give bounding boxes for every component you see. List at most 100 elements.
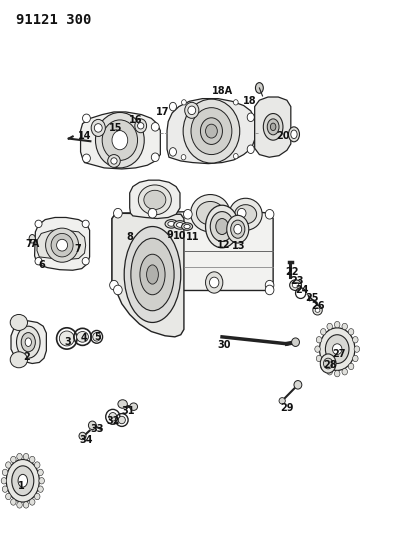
Text: 33: 33	[91, 424, 104, 434]
Text: 17: 17	[156, 107, 170, 117]
Ellipse shape	[144, 190, 166, 209]
Ellipse shape	[39, 478, 44, 484]
Ellipse shape	[265, 280, 274, 290]
Ellipse shape	[334, 321, 340, 328]
Ellipse shape	[95, 112, 144, 168]
Ellipse shape	[130, 403, 138, 410]
Ellipse shape	[321, 328, 326, 335]
Ellipse shape	[294, 381, 302, 389]
Ellipse shape	[327, 368, 332, 375]
Ellipse shape	[10, 314, 28, 330]
Ellipse shape	[348, 328, 354, 335]
Ellipse shape	[35, 494, 40, 500]
Ellipse shape	[102, 120, 138, 160]
Text: 25: 25	[306, 294, 319, 303]
Ellipse shape	[18, 474, 28, 487]
Ellipse shape	[23, 502, 29, 508]
Ellipse shape	[23, 454, 29, 460]
Ellipse shape	[94, 124, 102, 132]
Ellipse shape	[2, 469, 8, 475]
Ellipse shape	[191, 108, 232, 155]
Ellipse shape	[313, 305, 322, 315]
Text: 6: 6	[38, 261, 45, 270]
Polygon shape	[11, 321, 46, 364]
Ellipse shape	[1, 478, 7, 484]
Polygon shape	[37, 230, 86, 260]
Text: 34: 34	[79, 435, 92, 445]
Ellipse shape	[235, 205, 257, 224]
Ellipse shape	[21, 333, 35, 352]
Ellipse shape	[323, 358, 333, 369]
Ellipse shape	[151, 123, 159, 131]
Ellipse shape	[327, 324, 332, 330]
Text: 18A: 18A	[211, 86, 233, 95]
Ellipse shape	[135, 119, 147, 133]
Ellipse shape	[233, 154, 238, 159]
Ellipse shape	[12, 466, 34, 496]
Ellipse shape	[321, 364, 326, 370]
Ellipse shape	[111, 158, 117, 164]
Text: 16: 16	[129, 115, 142, 125]
Ellipse shape	[77, 332, 88, 342]
Text: 18: 18	[243, 96, 256, 106]
Text: 22: 22	[285, 267, 298, 277]
Ellipse shape	[140, 254, 165, 295]
Ellipse shape	[209, 277, 219, 288]
Text: 1: 1	[18, 481, 25, 491]
Ellipse shape	[216, 219, 228, 235]
Ellipse shape	[148, 208, 157, 218]
Ellipse shape	[290, 280, 301, 290]
Ellipse shape	[110, 280, 118, 290]
Ellipse shape	[29, 235, 35, 243]
Text: 9: 9	[166, 230, 173, 239]
Text: 32: 32	[107, 416, 120, 426]
Ellipse shape	[325, 335, 349, 364]
Ellipse shape	[334, 370, 340, 377]
Text: 13: 13	[232, 241, 246, 251]
Ellipse shape	[229, 198, 262, 230]
Ellipse shape	[82, 220, 89, 228]
Polygon shape	[112, 213, 184, 337]
Ellipse shape	[288, 127, 299, 142]
Ellipse shape	[182, 223, 193, 230]
Ellipse shape	[188, 106, 196, 115]
Ellipse shape	[183, 99, 240, 163]
Ellipse shape	[118, 400, 127, 408]
Ellipse shape	[191, 195, 230, 232]
Text: 10: 10	[173, 231, 187, 240]
Ellipse shape	[227, 215, 249, 243]
Ellipse shape	[267, 119, 279, 135]
Text: 30: 30	[217, 341, 231, 350]
Polygon shape	[35, 217, 90, 270]
Ellipse shape	[353, 336, 358, 343]
Ellipse shape	[131, 238, 174, 311]
Ellipse shape	[112, 131, 128, 150]
Text: 26: 26	[311, 302, 324, 311]
Text: 27: 27	[332, 350, 345, 359]
Text: 11: 11	[186, 232, 199, 242]
Ellipse shape	[29, 456, 35, 463]
Text: 20: 20	[276, 131, 290, 141]
Text: 15: 15	[109, 123, 123, 133]
Ellipse shape	[354, 346, 360, 352]
Ellipse shape	[57, 239, 68, 251]
Ellipse shape	[46, 228, 79, 262]
Ellipse shape	[17, 502, 22, 508]
Ellipse shape	[182, 100, 186, 105]
Ellipse shape	[174, 221, 186, 229]
Ellipse shape	[316, 336, 322, 343]
Text: 4: 4	[80, 334, 87, 343]
Polygon shape	[255, 97, 291, 157]
Ellipse shape	[109, 413, 117, 421]
Text: 5: 5	[94, 332, 101, 342]
Polygon shape	[167, 99, 255, 164]
Ellipse shape	[316, 356, 322, 362]
Ellipse shape	[108, 155, 120, 167]
Ellipse shape	[169, 148, 176, 156]
Text: 31: 31	[121, 407, 134, 416]
Text: 28: 28	[323, 360, 337, 370]
Text: 7: 7	[74, 245, 81, 254]
Ellipse shape	[38, 486, 43, 492]
Text: 14: 14	[78, 131, 91, 141]
Ellipse shape	[38, 469, 43, 475]
